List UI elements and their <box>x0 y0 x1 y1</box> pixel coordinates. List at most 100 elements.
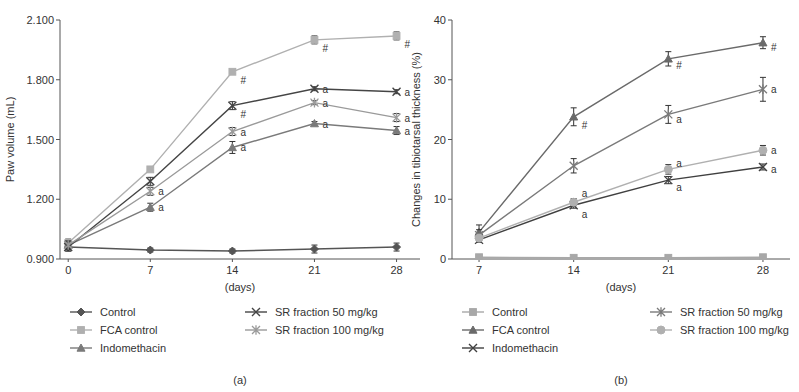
data-point <box>393 243 401 251</box>
error-bar <box>147 187 153 195</box>
x-tick <box>150 259 151 262</box>
annotation: # <box>771 42 777 53</box>
y-tick-label: 1.500 <box>26 134 54 146</box>
data-point <box>146 177 154 185</box>
data-point <box>146 246 154 254</box>
y-tick <box>448 199 452 200</box>
x-tick <box>68 259 69 262</box>
data-point <box>228 247 236 255</box>
legend-marker <box>77 344 85 351</box>
y-axis-label: Changes in tibiotarsal thickness (%) <box>410 52 422 227</box>
data-point <box>476 254 483 260</box>
data-point <box>393 113 401 123</box>
series-line <box>479 257 763 259</box>
error-bar <box>665 165 671 175</box>
annotation: a <box>158 202 164 213</box>
error-bar <box>311 36 317 44</box>
legend-label: Control <box>100 306 135 318</box>
error-bar <box>65 241 71 249</box>
annotation: a <box>240 142 246 153</box>
annotation: a <box>676 158 682 169</box>
annotation: # <box>405 39 411 50</box>
plot-area <box>475 37 767 260</box>
data-point <box>664 176 672 184</box>
data-point <box>570 113 578 120</box>
error-bar <box>760 145 766 155</box>
data-point <box>310 98 318 108</box>
annotation: # <box>582 120 588 131</box>
error-bar <box>394 127 400 135</box>
annotation: a <box>322 98 328 109</box>
data-point <box>147 166 154 173</box>
x-tick-label: 28 <box>757 264 769 276</box>
annotation: a <box>582 209 588 220</box>
series-line <box>68 124 396 245</box>
error-bar <box>394 243 400 251</box>
data-point <box>393 33 400 40</box>
error-bar <box>147 203 153 211</box>
x-tick-label: 14 <box>226 264 238 276</box>
annotation: # <box>676 60 682 71</box>
error-bar <box>229 102 235 110</box>
x-tick <box>314 259 315 262</box>
y-tick-label: 10 <box>434 193 446 205</box>
plot-area <box>64 32 400 255</box>
legend-marker <box>469 326 477 333</box>
legend-marker <box>657 326 665 334</box>
error-bar <box>571 199 577 206</box>
data-point <box>228 143 236 150</box>
panel: 0.9001.2001.5001.8002.10007142128(days)P… <box>4 14 420 386</box>
x-tick-label: 0 <box>65 264 71 276</box>
data-point <box>570 161 578 171</box>
legend-marker <box>77 308 85 316</box>
panel: 0102030407142128(days)Changes in tibiota… <box>410 14 790 386</box>
error-bar <box>760 37 766 49</box>
series-line <box>68 89 396 247</box>
annotation: a <box>322 119 328 130</box>
annotation: # <box>322 43 328 54</box>
data-point <box>310 85 318 93</box>
x-tick-label: 14 <box>568 264 580 276</box>
x-tick-label: 21 <box>662 264 674 276</box>
data-point <box>759 39 767 46</box>
error-bar <box>311 245 317 253</box>
y-tick-label: 0 <box>440 253 446 265</box>
data-point <box>570 198 578 206</box>
figure: 0.9001.2001.5001.8002.10007142128(days)P… <box>0 0 799 392</box>
series-line <box>479 150 763 238</box>
annotation: a <box>676 182 682 193</box>
data-point <box>311 37 318 44</box>
x-tick-label: 21 <box>308 264 320 276</box>
y-tick <box>448 259 452 260</box>
data-point <box>393 127 401 134</box>
annotation: a <box>240 127 246 138</box>
y-tick-label: 20 <box>434 134 446 146</box>
legend-label: SR fraction 50 mg/kg <box>680 306 783 318</box>
series-line <box>479 89 763 235</box>
y-tick-label: 1.800 <box>26 74 54 86</box>
data-point <box>759 85 767 95</box>
error-bar <box>147 177 153 185</box>
y-tick <box>56 259 60 260</box>
data-point <box>310 245 318 253</box>
legend-label: Indomethacin <box>492 342 558 354</box>
y-tick-label: 0.900 <box>26 253 54 265</box>
legend-marker <box>469 344 477 352</box>
data-point <box>310 120 318 127</box>
data-point <box>475 234 483 242</box>
y-tick <box>448 79 452 80</box>
data-point <box>229 68 236 75</box>
legend-label: FCA control <box>100 324 157 336</box>
x-tick-label: 28 <box>390 264 402 276</box>
data-point <box>228 127 236 137</box>
y-tick <box>56 199 60 200</box>
data-point <box>665 254 672 260</box>
legend-label: SR fraction 100 mg/kg <box>275 324 384 336</box>
legend-label: Control <box>492 306 527 318</box>
legend-marker <box>252 325 260 335</box>
y-axis-label: Paw volume (mL) <box>4 97 16 183</box>
x-axis-label: (days) <box>606 281 637 293</box>
data-point <box>664 165 672 173</box>
error-bar <box>571 159 577 173</box>
x-tick-label: 7 <box>476 264 482 276</box>
